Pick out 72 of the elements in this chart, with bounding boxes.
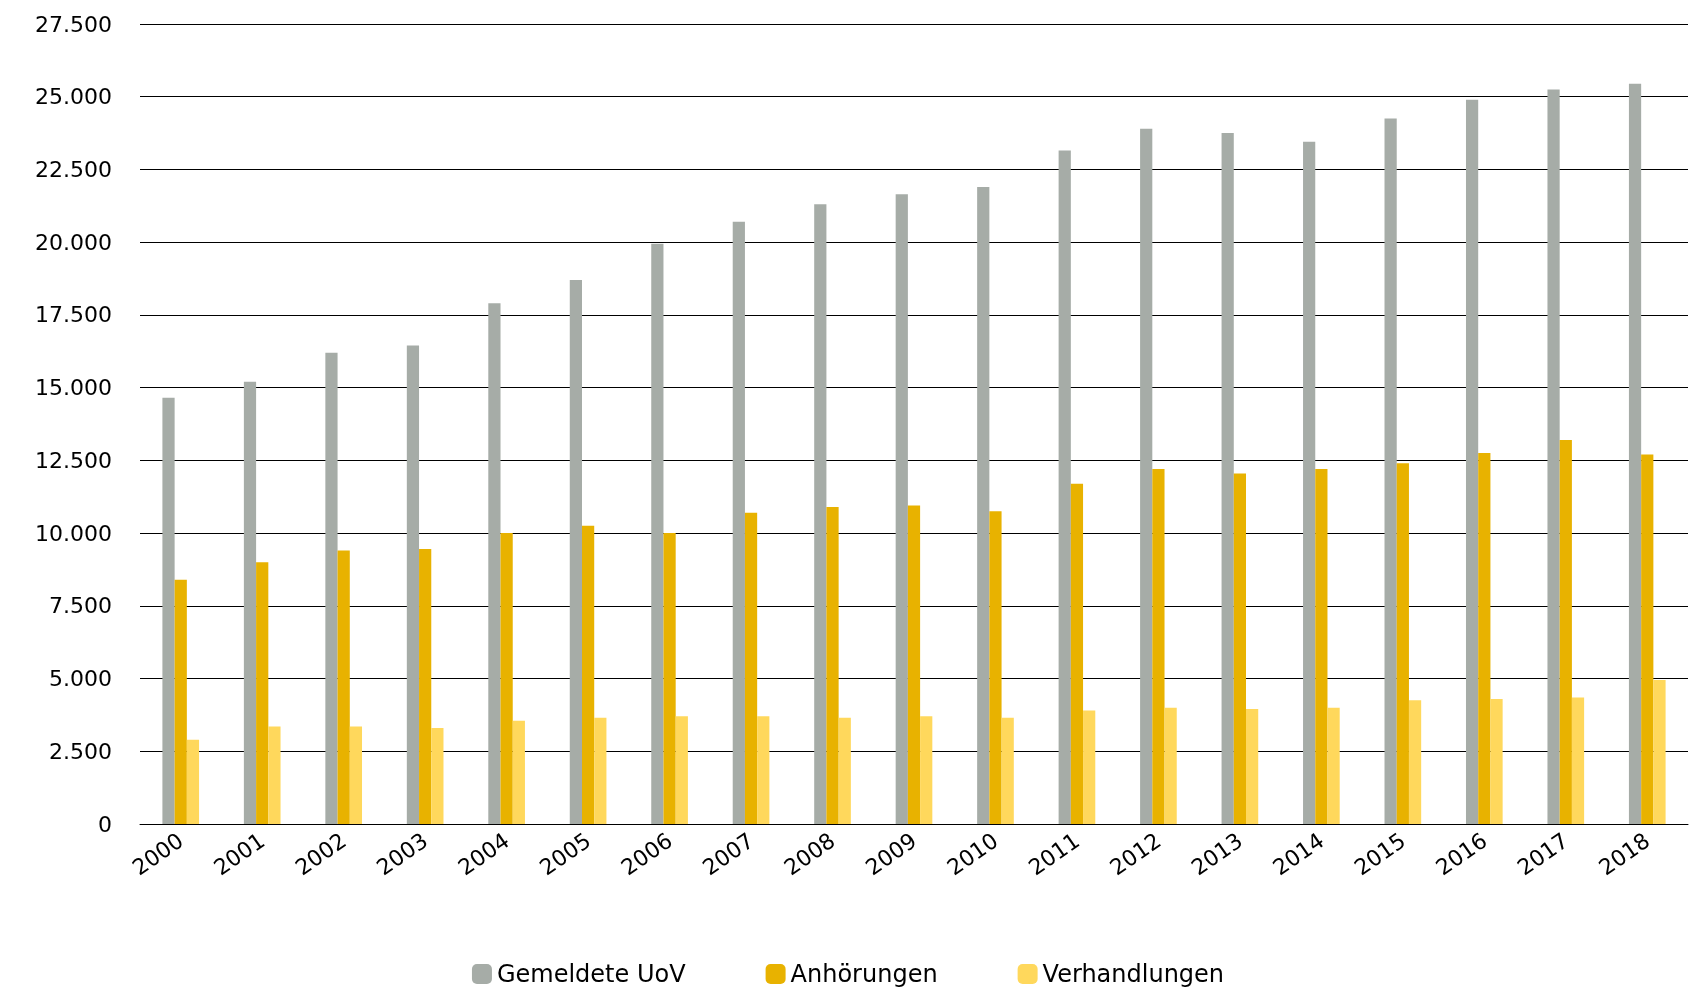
bar — [675, 716, 688, 824]
bar — [663, 533, 676, 824]
y-tick-label: 5.000 — [49, 666, 112, 692]
bar — [1384, 118, 1397, 824]
bar — [907, 505, 921, 824]
bar — [757, 716, 770, 824]
bar — [569, 280, 582, 824]
bar — [488, 303, 501, 824]
y-tick-label: 0 — [98, 811, 112, 837]
legend-label: Gemeldete UoV — [496, 960, 687, 988]
y-tick-label: 17.500 — [35, 302, 112, 328]
bar — [349, 726, 363, 824]
legend-label: Anhörungen — [790, 960, 938, 988]
legend-label: Verhandlungen — [1042, 960, 1225, 988]
bar — [989, 511, 1002, 824]
bar — [1653, 680, 1666, 824]
bar — [1070, 483, 1084, 824]
bar — [1315, 469, 1328, 824]
bar — [581, 525, 595, 824]
bar — [431, 728, 444, 824]
bar — [1246, 709, 1259, 824]
bar — [920, 716, 933, 824]
bar — [1547, 89, 1560, 824]
bar — [744, 512, 758, 824]
bar — [1408, 700, 1422, 824]
bar — [594, 717, 607, 824]
y-tick-label: 25.000 — [35, 84, 112, 110]
bar — [1001, 717, 1014, 824]
bar — [325, 352, 338, 824]
y-tick-label: 10.000 — [35, 520, 112, 546]
bar — [732, 221, 745, 824]
bar — [1478, 453, 1491, 824]
bar — [268, 726, 281, 824]
bar — [1465, 99, 1479, 824]
bar — [174, 579, 187, 824]
bar — [419, 549, 432, 824]
bar — [256, 562, 269, 824]
y-tick-label: 20.000 — [35, 229, 112, 255]
y-tick-label: 2.500 — [49, 738, 112, 764]
y-tick-label: 12.500 — [35, 447, 112, 473]
bar — [1628, 83, 1642, 824]
bar — [1164, 707, 1177, 824]
bar — [1058, 150, 1071, 824]
bar — [1233, 473, 1247, 824]
bar — [651, 243, 664, 824]
bar — [512, 720, 525, 824]
bar — [1221, 133, 1234, 824]
bar — [1490, 698, 1503, 824]
bar — [243, 381, 257, 824]
bar — [337, 550, 350, 824]
bar — [1571, 697, 1585, 824]
bar — [186, 739, 200, 824]
bar — [1140, 128, 1153, 824]
y-tick-label: 22.500 — [35, 156, 112, 182]
y-tick-label: 27.500 — [35, 11, 112, 37]
bar — [1396, 463, 1409, 824]
bar — [1641, 454, 1654, 824]
y-tick-label: 15.000 — [35, 375, 112, 401]
bar — [826, 506, 839, 824]
bar — [895, 194, 908, 824]
bar — [406, 345, 420, 824]
bar — [1327, 707, 1340, 824]
bar — [977, 186, 990, 824]
bar — [162, 397, 175, 824]
bar — [500, 533, 513, 824]
y-tick-label: 7.500 — [49, 593, 112, 619]
bar — [1303, 141, 1316, 824]
bar — [814, 204, 827, 824]
bar — [1083, 710, 1096, 824]
bar — [1559, 440, 1572, 824]
bar — [838, 717, 851, 824]
bar — [1152, 469, 1165, 824]
